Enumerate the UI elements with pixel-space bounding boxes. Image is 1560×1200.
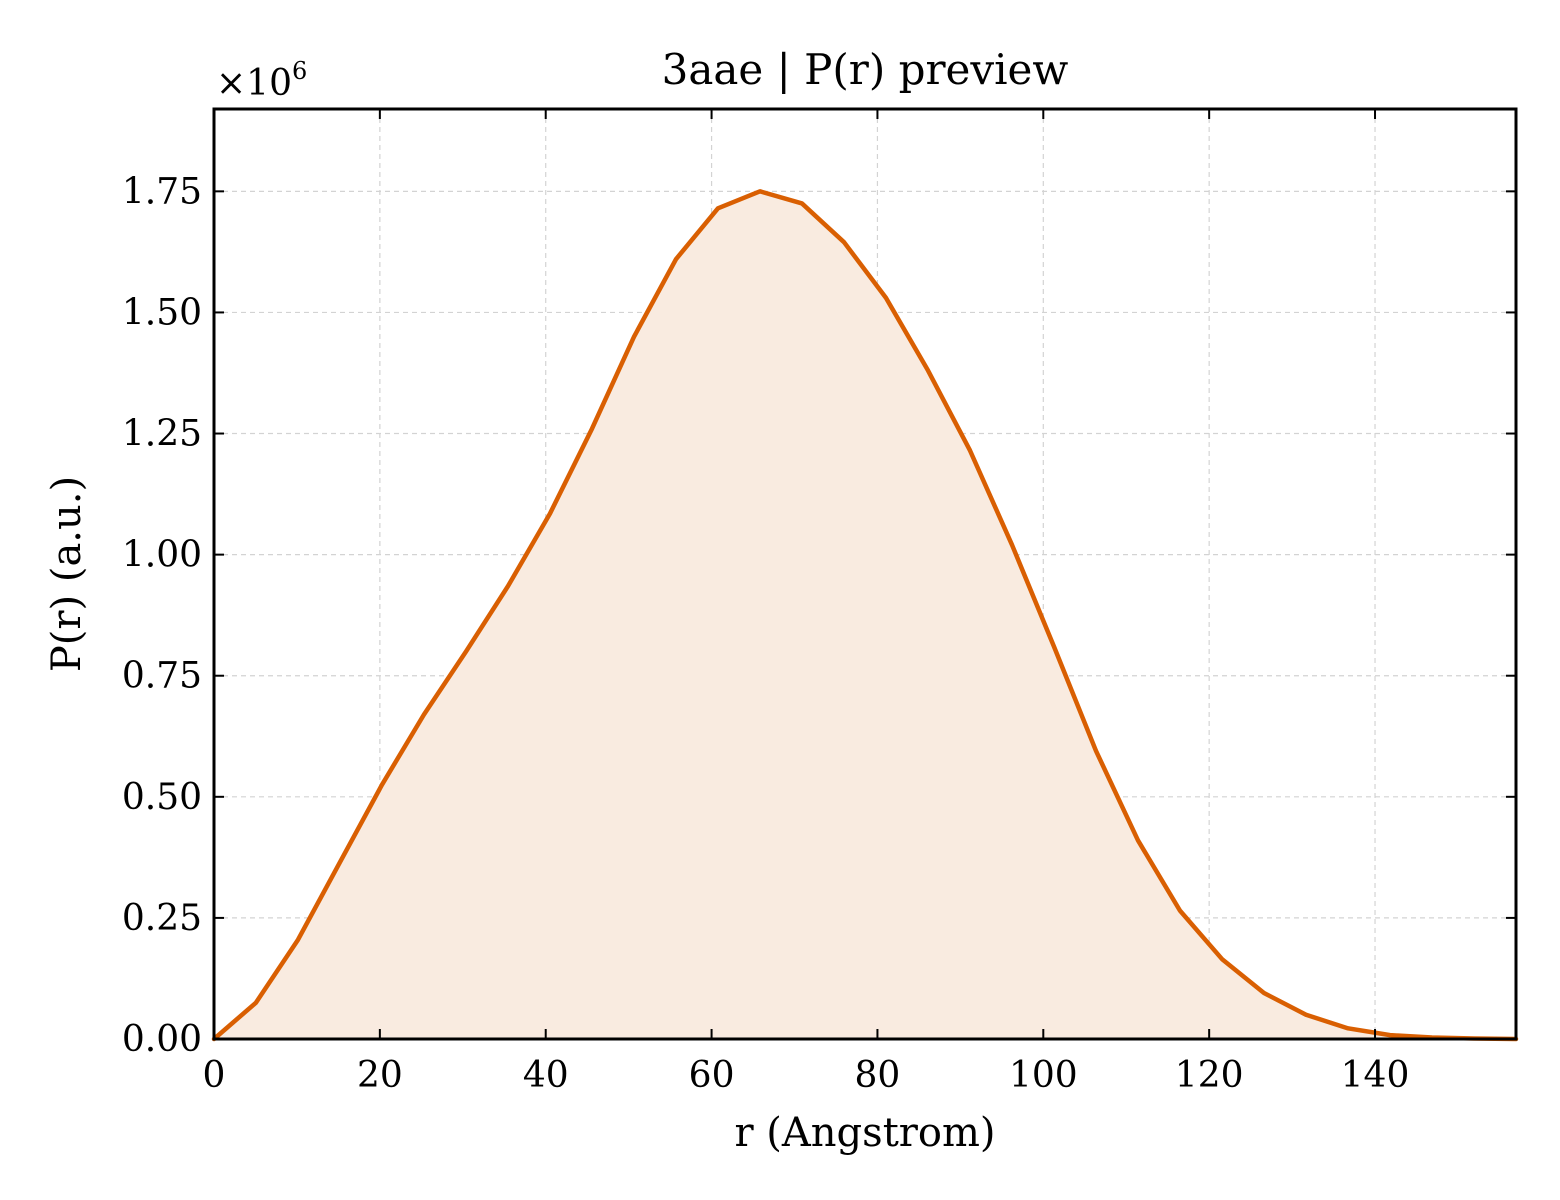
- chart-title: 3aae | P(r) preview: [662, 45, 1069, 94]
- x-axis-label: r (Angstrom): [734, 1110, 995, 1156]
- y-axis-multiplier: ×106: [216, 57, 307, 104]
- x-tick-label: 100: [1009, 1055, 1078, 1096]
- y-axis-label: P(r) (a.u.): [44, 476, 90, 672]
- y-tick-label: 1.25: [122, 414, 202, 455]
- y-tick-label: 0.50: [122, 777, 202, 818]
- x-tick-label: 60: [689, 1055, 735, 1096]
- y-tick-label: 0.25: [122, 898, 202, 939]
- pr-series-line: [211, 189, 1519, 1042]
- x-tick-label: 40: [523, 1055, 569, 1096]
- x-tick-label: 80: [855, 1055, 901, 1096]
- y-tick-label: 1.50: [122, 292, 202, 333]
- pr-area-fill: [214, 191, 1516, 1040]
- y-tick-label: 0.75: [122, 656, 202, 697]
- y-axis-ticks: 0.00 0.25 0.50 0.75 1.00 1.25 1.50 1.75: [122, 171, 1516, 1060]
- x-tick-label: 20: [357, 1055, 403, 1096]
- y-tick-label: 1.00: [122, 535, 202, 576]
- x-tick-label: 140: [1341, 1055, 1410, 1096]
- y-tick-label: 0.00: [122, 1019, 202, 1060]
- plot-frame: [212, 107, 1518, 1041]
- x-tick-label: 0: [203, 1055, 226, 1096]
- y-axis-multiplier-exponent: 6: [292, 57, 307, 85]
- y-tick-label: 1.75: [122, 171, 202, 212]
- x-axis-ticks: 0 20 40 60 80 100 120 140: [203, 109, 1410, 1096]
- x-tick-label: 120: [1175, 1055, 1244, 1096]
